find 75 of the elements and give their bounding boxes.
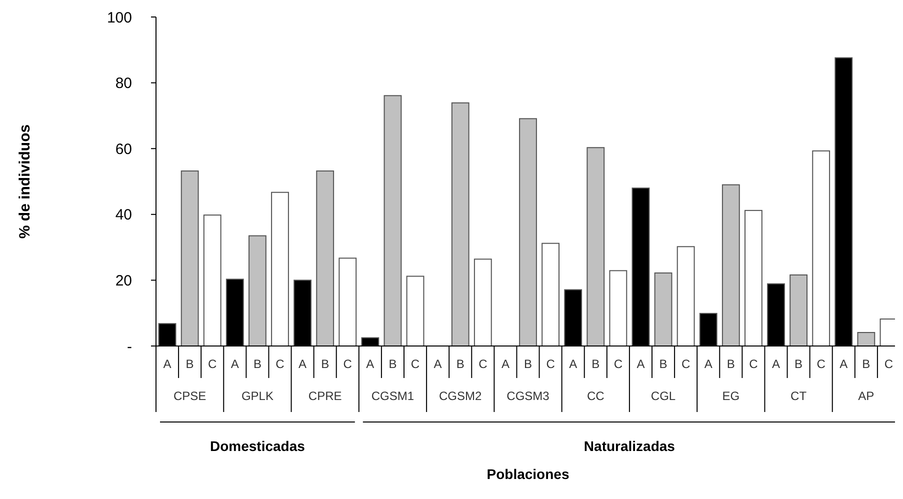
x-tick-label: AP [858,389,874,404]
text: B [321,357,330,372]
x-tick-label: EG [722,389,740,404]
y-tick-label: 40 [115,206,132,224]
series-label: C [208,357,218,372]
text: Naturalizadas [584,438,676,454]
text: C [410,357,420,372]
text: A [569,357,578,372]
text: C [816,357,826,372]
text: C [343,357,352,372]
text: B [726,357,735,372]
x-tick-label: CT [790,389,808,404]
text: C [546,357,555,372]
bar [542,242,560,346]
text: A [840,357,848,372]
text: Domesticadas [210,438,306,454]
text: A [298,357,307,372]
x-tick-label: CPRE [308,389,342,404]
x-tick-label: CC [586,389,605,404]
bar [857,332,876,346]
bar [451,102,470,346]
text: C [614,357,623,372]
text: C [749,357,758,372]
y-tick-label: - [127,338,132,356]
bar [676,246,695,346]
y-tick-label: 60 [115,140,132,158]
y-tick-label: 80 [115,75,132,92]
text: B [388,357,397,372]
text: B [253,357,262,372]
x-tick-label: GPLK [241,389,274,404]
text: B [592,357,600,372]
x-tick-label: CPSE [173,389,206,404]
series-label: B [186,357,194,372]
bar [271,192,289,346]
bar [654,272,672,346]
text: A [636,357,645,372]
bar [812,150,830,346]
text: B [524,357,532,372]
text: A [772,357,780,372]
text: B [794,357,803,372]
x-tick-label: CGSM3 [506,389,550,404]
text: A [704,357,712,372]
x-axis-title: Poblaciones [486,466,570,482]
text: B [456,357,464,372]
bar [203,214,222,346]
text: A [366,357,374,372]
bar [586,147,605,346]
bar [180,170,199,346]
bar [338,258,357,346]
text: C [478,357,488,372]
x-tick-label: CGSM2 [439,389,482,404]
bar [722,184,740,346]
text: A [434,357,442,372]
x-tick-label: CGL [650,389,676,404]
x-tick-label: CGSM1 [371,389,414,404]
text: B [862,357,870,372]
bar [316,170,334,346]
text: C [276,357,284,372]
y-tick-label: 20 [115,272,132,290]
text: A [501,357,510,372]
text: C [681,357,690,372]
bar [790,274,808,346]
bar [744,210,762,346]
text: B [659,357,668,372]
series-label: A [163,357,172,372]
bar [519,118,537,346]
bar [248,235,266,346]
y-tick-label: 100 [106,9,132,26]
text: C [884,357,894,372]
bar [609,270,628,346]
y-axis-title: % de individuos [16,124,34,239]
bar [474,258,492,346]
bar [406,276,424,346]
text: A [230,357,239,372]
bar [384,95,402,346]
